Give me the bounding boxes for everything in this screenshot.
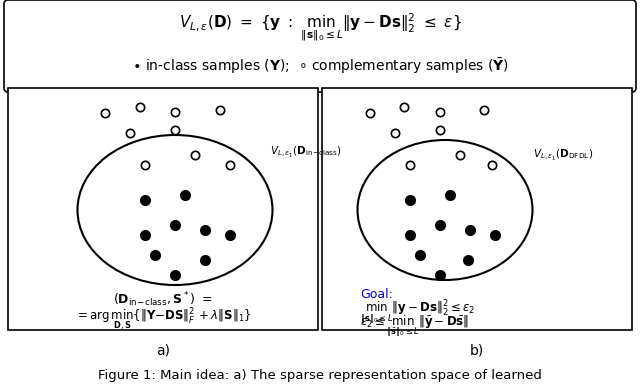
- Text: $\bullet$ in-class samples $(\mathbf{Y})$;  $\circ$ complementary samples $(\bar: $\bullet$ in-class samples $(\mathbf{Y})…: [132, 56, 508, 76]
- FancyBboxPatch shape: [4, 0, 636, 92]
- Bar: [322, 88, 632, 330]
- Text: $(\mathbf{D}_{\mathrm{in\!-\!class}},\mathbf{S}^*) \ = $: $(\mathbf{D}_{\mathrm{in\!-\!class}},\ma…: [113, 290, 213, 309]
- Text: Goal:: Goal:: [360, 289, 393, 301]
- Text: $V_{L,\varepsilon}(\mathbf{D}) \ = \ \{\mathbf{y} \ : \ \underset{\|\mathbf{s}\|: $V_{L,\varepsilon}(\mathbf{D}) \ = \ \{\…: [179, 12, 461, 44]
- Text: Figure 1: Main idea: a) The sparse representation space of learned: Figure 1: Main idea: a) The sparse repre…: [98, 370, 542, 383]
- Text: b): b): [470, 343, 484, 357]
- Text: $V_{L,\varepsilon_1}(\mathbf{D}_{\mathrm{DFDL}})$: $V_{L,\varepsilon_1}(\mathbf{D}_{\mathrm…: [533, 148, 593, 163]
- Bar: [8, 88, 318, 330]
- Text: a): a): [156, 343, 170, 357]
- Text: $\underset{\|\mathbf{s}\|_0 \leq L}{\min} \|\mathbf{y} - \mathbf{Ds}\|_2^2 \leq : $\underset{\|\mathbf{s}\|_0 \leq L}{\min…: [360, 298, 476, 326]
- Text: $= \arg\min_{\mathbf{D},\mathbf{S}}\{\|\mathbf{Y} - \mathbf{DS}\|_F^2 + \lambda\: $= \arg\min_{\mathbf{D},\mathbf{S}}\{\|\…: [75, 307, 252, 333]
- Text: $\varepsilon_2 \leq \underset{\|\bar{\mathbf{s}}\|_0 \leq L}{\min} \|\bar{\mathb: $\varepsilon_2 \leq \underset{\|\bar{\ma…: [360, 314, 469, 339]
- Ellipse shape: [358, 140, 532, 280]
- Ellipse shape: [77, 135, 273, 285]
- Text: $V_{L,\varepsilon_1}(\mathbf{D}_{\mathrm{in\!-\!class}})$: $V_{L,\varepsilon_1}(\mathbf{D}_{\mathrm…: [270, 145, 342, 160]
